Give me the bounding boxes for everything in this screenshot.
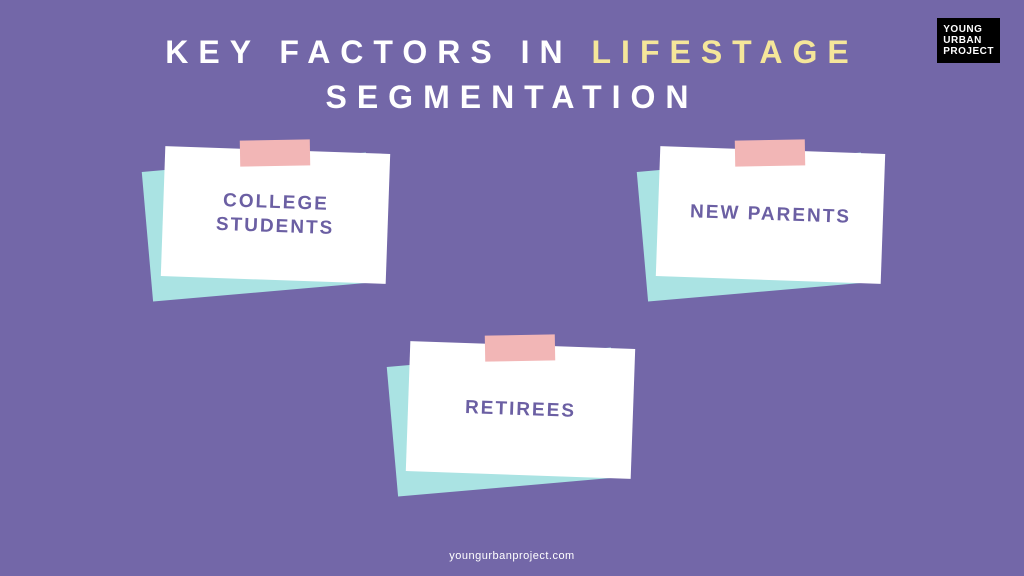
logo-line: PROJECT <box>943 46 994 57</box>
brand-logo: YOUNG URBAN PROJECT <box>937 18 1000 63</box>
tape <box>240 139 310 166</box>
title-highlight: LIFESTAGE <box>592 34 859 70</box>
footer-url: youngurbanproject.com <box>0 550 1024 562</box>
cards-area: COLLEGE STUDENTS NEW PARENTS RETIREES <box>0 120 1024 520</box>
card-front: COLLEGE STUDENTS <box>161 146 390 284</box>
card-label: NEW PARENTS <box>680 200 862 230</box>
title-pre: KEY FACTORS IN <box>165 34 591 70</box>
card-retirees: RETIREES <box>390 335 645 485</box>
card-college-students: COLLEGE STUDENTS <box>145 140 400 290</box>
logo-line: YOUNG <box>943 24 994 35</box>
logo-line: URBAN <box>943 35 994 46</box>
card-label: COLLEGE STUDENTS <box>162 187 389 242</box>
card-front: NEW PARENTS <box>656 146 885 284</box>
tape <box>735 139 805 166</box>
card-label: RETIREES <box>455 395 587 423</box>
card-front: RETIREES <box>406 341 635 479</box>
tape <box>485 334 555 361</box>
title-post: SEGMENTATION <box>325 79 698 115</box>
page-title: KEY FACTORS IN LIFESTAGE SEGMENTATION <box>0 0 1024 120</box>
card-new-parents: NEW PARENTS <box>640 140 895 290</box>
